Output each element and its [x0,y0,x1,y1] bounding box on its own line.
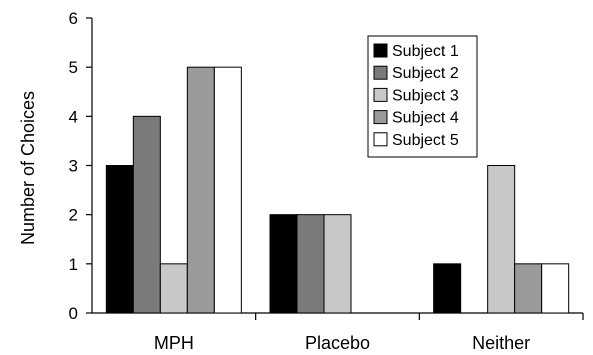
legend-label: Subject 3 [392,87,459,104]
x-category-label: Neither [472,333,530,353]
legend-swatch [373,132,388,147]
legend-swatch [373,87,388,102]
y-tick-label: 5 [69,58,78,77]
y-axis-title: Number of Choices [18,91,38,245]
y-tick-label: 4 [69,107,78,126]
y-axis-ticks: 0 1 2 3 4 5 6 [69,9,92,323]
legend-swatch [373,43,388,58]
legend-label: Subject 4 [392,110,459,127]
legend: Subject 1 Subject 2 Subject 3 Subject 4 Subj… [367,35,478,158]
legend-label: Subject 2 [392,65,459,82]
bar [105,165,134,314]
legend-label: Subject 5 [392,132,459,149]
bar [132,115,161,314]
legend-swatch [373,65,388,80]
bar [323,214,352,314]
y-tick-label: 6 [69,9,78,28]
bar [213,66,242,314]
y-tick-label: 1 [69,255,78,274]
x-category-label: MPH [154,333,194,353]
bars [105,66,570,314]
legend-label: Subject 1 [392,43,459,60]
x-category-label: Placebo [305,333,370,353]
bar [269,214,298,314]
x-axis-ticks: MPH Placebo Neither [154,313,584,353]
bar [433,263,462,314]
bar [541,263,570,314]
y-tick-label: 0 [69,304,78,323]
bar [296,214,325,314]
bar [514,263,543,314]
bar [186,66,215,314]
bar [159,263,188,314]
legend-swatch [373,110,388,125]
y-tick-label: 2 [69,206,78,225]
bar [487,165,516,314]
y-tick-label: 3 [69,157,78,176]
